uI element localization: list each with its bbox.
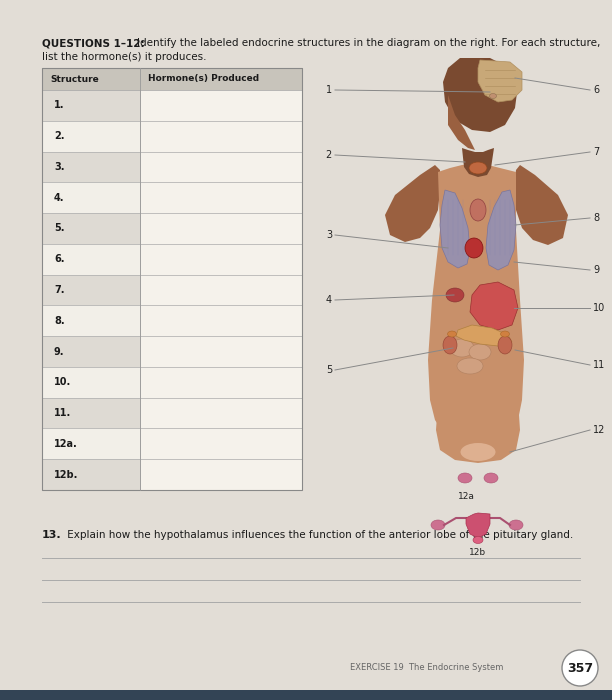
Text: 4: 4 <box>326 295 332 305</box>
Text: Explain how the hypothalamus influences the function of the anterior lobe of the: Explain how the hypothalamus influences … <box>64 530 573 540</box>
Bar <box>42 244 140 274</box>
Text: 3: 3 <box>326 230 332 240</box>
Text: 12: 12 <box>593 425 605 435</box>
Text: 10: 10 <box>593 303 605 313</box>
Bar <box>42 336 140 367</box>
Ellipse shape <box>470 199 486 221</box>
Text: 6.: 6. <box>54 254 64 264</box>
Bar <box>42 68 302 90</box>
Ellipse shape <box>443 336 457 354</box>
Bar <box>42 182 140 213</box>
Bar <box>42 459 140 490</box>
Bar <box>140 367 302 398</box>
Polygon shape <box>470 282 518 330</box>
Bar <box>140 182 302 213</box>
Text: 8: 8 <box>593 213 599 223</box>
Bar <box>140 398 302 428</box>
Text: 1: 1 <box>326 85 332 95</box>
Polygon shape <box>436 400 520 463</box>
Text: 9.: 9. <box>54 346 64 356</box>
Text: 5.: 5. <box>54 223 64 234</box>
Bar <box>42 121 140 151</box>
Polygon shape <box>478 60 522 102</box>
Ellipse shape <box>447 331 457 337</box>
Text: 1.: 1. <box>54 100 64 111</box>
Polygon shape <box>466 513 490 538</box>
Text: 12a: 12a <box>458 492 474 501</box>
Bar <box>42 367 140 398</box>
Bar <box>140 151 302 182</box>
Ellipse shape <box>484 473 498 483</box>
Bar <box>140 336 302 367</box>
Text: 10.: 10. <box>54 377 71 387</box>
Bar <box>42 151 140 182</box>
Ellipse shape <box>490 94 496 99</box>
Ellipse shape <box>469 162 487 174</box>
Text: 6: 6 <box>593 85 599 95</box>
Ellipse shape <box>458 473 472 483</box>
Polygon shape <box>456 325 512 346</box>
Bar <box>42 398 140 428</box>
Ellipse shape <box>509 520 523 530</box>
Text: 7: 7 <box>593 147 599 157</box>
Text: 8.: 8. <box>54 316 65 326</box>
Text: 9: 9 <box>593 265 599 275</box>
Text: 11: 11 <box>593 360 605 370</box>
Ellipse shape <box>450 339 474 357</box>
Ellipse shape <box>431 520 445 530</box>
Text: 357: 357 <box>567 662 593 675</box>
Text: Identify the labeled endocrine structures in the diagram on the right. For each : Identify the labeled endocrine structure… <box>137 38 600 48</box>
Text: 12a.: 12a. <box>54 439 78 449</box>
Bar <box>140 121 302 151</box>
Text: list the hormone(s) it produces.: list the hormone(s) it produces. <box>42 52 206 62</box>
Text: 7.: 7. <box>54 285 64 295</box>
Bar <box>140 428 302 459</box>
Bar <box>42 213 140 244</box>
Bar <box>140 305 302 336</box>
Polygon shape <box>440 190 470 268</box>
Text: 4.: 4. <box>54 193 64 203</box>
Bar <box>140 274 302 305</box>
Ellipse shape <box>473 536 483 543</box>
Polygon shape <box>385 165 440 242</box>
Polygon shape <box>448 95 475 150</box>
Text: 3.: 3. <box>54 162 64 172</box>
Text: EXERCISE 19  The Endocrine System: EXERCISE 19 The Endocrine System <box>350 664 504 673</box>
Bar <box>140 459 302 490</box>
Text: 2.: 2. <box>54 131 64 141</box>
Text: QUESTIONS 1–12:: QUESTIONS 1–12: <box>42 38 144 48</box>
Bar <box>42 428 140 459</box>
Polygon shape <box>443 58 518 132</box>
Bar <box>42 305 140 336</box>
Ellipse shape <box>501 331 510 337</box>
Bar <box>42 68 302 490</box>
Bar <box>42 90 140 121</box>
Bar <box>140 244 302 274</box>
Text: 12b.: 12b. <box>54 470 78 480</box>
Polygon shape <box>514 165 568 245</box>
Bar <box>42 274 140 305</box>
Text: 5: 5 <box>326 365 332 375</box>
Bar <box>0 690 612 700</box>
Bar <box>140 90 302 121</box>
Bar <box>140 213 302 244</box>
Ellipse shape <box>460 443 496 461</box>
Ellipse shape <box>498 336 512 354</box>
Circle shape <box>562 650 598 686</box>
Polygon shape <box>428 164 524 444</box>
Polygon shape <box>462 148 494 177</box>
Text: Hormone(s) Produced: Hormone(s) Produced <box>148 74 259 83</box>
Text: 13.: 13. <box>42 530 62 540</box>
Ellipse shape <box>457 358 483 374</box>
Text: 2: 2 <box>326 150 332 160</box>
Ellipse shape <box>465 238 483 258</box>
Ellipse shape <box>469 344 491 360</box>
Polygon shape <box>486 190 516 270</box>
Text: 11.: 11. <box>54 408 71 418</box>
Text: 12b: 12b <box>469 548 487 557</box>
Ellipse shape <box>446 288 464 302</box>
Text: Structure: Structure <box>50 74 99 83</box>
